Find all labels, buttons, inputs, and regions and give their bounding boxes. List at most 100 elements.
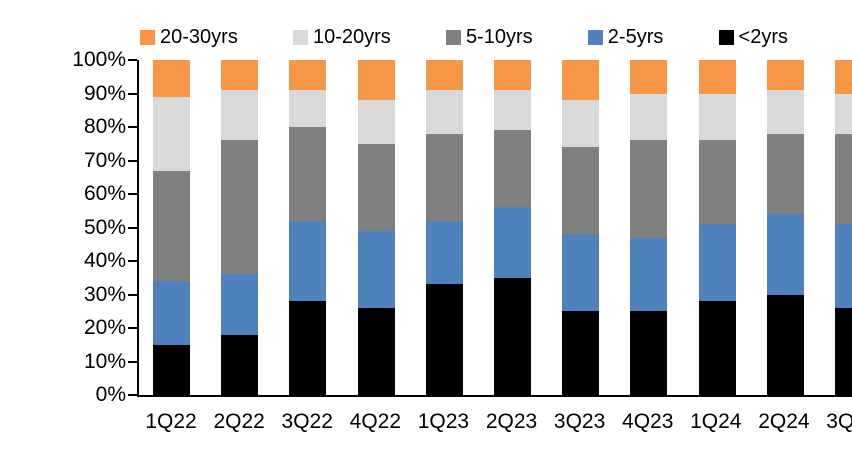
y-axis-tick-label: 0%: [95, 383, 126, 406]
bar-segment-10-20yrs: [493, 90, 531, 131]
bar-segment-<2yrs: [766, 294, 804, 395]
bar-segment-10-20yrs: [562, 100, 600, 148]
bar-segment-10-20yrs: [153, 96, 190, 171]
bar-segment-10-20yrs: [357, 100, 395, 144]
bar-segment-2-5yrs: [357, 230, 395, 308]
y-axis-tick-label: 80%: [83, 115, 126, 138]
bar-segment-<2yrs: [630, 311, 668, 395]
bar-segment-20-30yrs: [698, 60, 736, 94]
bar-segment-20-30yrs: [425, 60, 463, 91]
bar-3Q23: [562, 60, 600, 395]
bar-segment-20-30yrs: [289, 60, 327, 91]
x-axis-tick-label: 1Q23: [417, 410, 470, 433]
bar-4Q23: [630, 60, 668, 395]
bar-segment-5-10yrs: [493, 130, 531, 208]
bar-segment-20-30yrs: [562, 60, 600, 101]
legend-item-0: 20-30yrs: [140, 27, 238, 47]
bar-segment-2-5yrs: [221, 274, 259, 335]
y-axis-tick-label: 90%: [83, 81, 126, 105]
bar-segment-5-10yrs: [698, 140, 736, 225]
y-axis-tick-marks: [128, 59, 852, 396]
legend-label: 2-5yrs: [607, 26, 664, 48]
bar-segment-5-10yrs: [766, 133, 804, 215]
bar-segment-5-10yrs: [153, 170, 190, 282]
bar-segment-<2yrs: [834, 307, 852, 395]
bar-segment-<2yrs: [698, 301, 736, 395]
bar-segment-5-10yrs: [834, 133, 852, 225]
bar-segment-2-5yrs: [425, 220, 463, 285]
legend-label: 5-10yrs: [465, 26, 533, 48]
bar-segment-20-30yrs: [834, 60, 852, 94]
legend-label: <2yrs: [738, 26, 788, 48]
bar-segment-5-10yrs: [562, 147, 600, 235]
bar-segment-20-30yrs: [357, 60, 395, 101]
bar-segment-20-30yrs: [493, 60, 531, 91]
bar-segment-<2yrs: [357, 307, 395, 395]
x-axis-tick-label: 4Q22: [349, 410, 402, 433]
bar-segment-20-30yrs: [766, 60, 804, 91]
y-axis-tick-label: 100%: [72, 48, 126, 71]
y-axis-tick-mark: [128, 327, 137, 329]
bar-segment-2-5yrs: [562, 234, 600, 312]
bar-segment-2-5yrs: [766, 214, 804, 295]
bar-3Q22: [289, 60, 327, 395]
legend-swatch-icon: [718, 29, 734, 45]
bar-1Q22: [153, 60, 190, 395]
y-axis-tick-mark: [128, 159, 137, 162]
y-axis-tick-mark: [128, 394, 137, 396]
bar-segment-2-5yrs: [153, 281, 190, 345]
x-axis-tick-label: 1Q22: [145, 410, 197, 433]
bar-2Q24: [766, 60, 804, 395]
bar-segment-2-5yrs: [834, 224, 852, 308]
x-axis-tick-label: 2Q22: [213, 410, 265, 433]
y-axis-tick-label: 30%: [83, 282, 126, 306]
y-axis-tick-mark: [128, 260, 137, 262]
bar-segment-5-10yrs: [289, 127, 327, 221]
y-axis-tick-label: 20%: [83, 316, 126, 339]
chart-legend: 20-30yrs 10-20yrs 5-10yrs 2-5yrs <2yrs: [140, 22, 788, 52]
bar-segment-5-10yrs: [357, 143, 395, 231]
plot-area: [128, 59, 852, 397]
bar-segment-5-10yrs: [630, 140, 668, 238]
x-axis-tick-label: 3Q24: [826, 410, 852, 433]
bar-segment-20-30yrs: [221, 60, 259, 91]
legend-swatch-icon: [292, 29, 308, 45]
legend-item-1: 10-20yrs: [292, 26, 391, 48]
bar-2Q23: [493, 60, 531, 395]
legend-item-3: 2-5yrs: [587, 26, 664, 48]
bar-segment-20-30yrs: [630, 60, 668, 94]
legend-swatch-icon: [587, 29, 603, 45]
y-axis-tick-mark: [128, 293, 137, 296]
y-axis-tick-mark: [128, 193, 137, 195]
bar-segment-10-20yrs: [630, 93, 668, 141]
bar-segment-10-20yrs: [425, 90, 463, 134]
bar-segment-2-5yrs: [698, 224, 736, 302]
y-axis-tick-mark: [128, 126, 137, 128]
y-axis-tick-label: 50%: [83, 215, 126, 239]
legend-label: 20-30yrs: [160, 26, 238, 48]
x-axis-tick-label: 2Q23: [485, 410, 538, 433]
stacked-bar-chart: 20-30yrs 10-20yrs 5-10yrs 2-5yrs <2yrs 0% 10%…: [40, 16, 852, 447]
y-axis-tick-mark: [128, 226, 137, 229]
bar-segment-5-10yrs: [221, 140, 259, 275]
bar-segment-2-5yrs: [630, 237, 668, 312]
bar-segment-2-5yrs: [289, 220, 327, 302]
bar-segment-2-5yrs: [493, 207, 531, 278]
bar-segment-<2yrs: [493, 277, 531, 395]
legend-item-4: <2yrs: [718, 26, 788, 48]
x-axis-tick-label: 3Q22: [281, 410, 333, 433]
bar-segment-10-20yrs: [289, 90, 327, 128]
bar-segment-<2yrs: [289, 301, 327, 395]
legend-label: 10-20yrs: [312, 26, 391, 48]
y-axis-tick-mark: [128, 92, 137, 95]
legend-swatch-icon: [140, 29, 155, 45]
x-axis-labels: 1Q22 2Q22 3Q22 4Q22 1Q23 2Q23 3Q23 4Q23 1Q24 2Q24…: [137, 410, 852, 434]
legend-item-2: 5-10yrs: [445, 26, 533, 48]
y-axis-tick-label: 60%: [83, 182, 126, 205]
bar-3Q24: [834, 60, 852, 395]
y-axis-tick-mark: [128, 360, 137, 363]
x-axis-tick-label: 4Q23: [622, 410, 674, 433]
bar-segment-10-20yrs: [766, 90, 804, 134]
x-axis-tick-label: 3Q23: [553, 410, 606, 433]
bar-4Q22: [357, 60, 395, 395]
